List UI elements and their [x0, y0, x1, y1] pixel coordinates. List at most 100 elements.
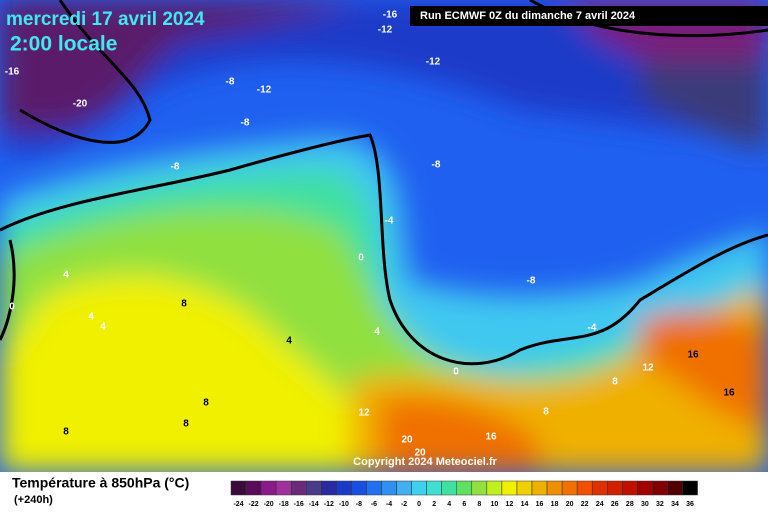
contour-label: -12 [378, 25, 393, 36]
contour-label: -4 [588, 323, 597, 334]
legend-label: -10 [339, 501, 349, 508]
legend-label: -14 [309, 501, 319, 508]
legend-label: -8 [356, 501, 362, 508]
contour-label: -16 [383, 10, 398, 21]
legend-label: 2 [432, 501, 436, 508]
contour-label: -8 [241, 118, 250, 129]
legend-swatch [306, 480, 322, 496]
legend-label: -18 [279, 501, 289, 508]
legend-swatch [336, 480, 352, 496]
legend-swatch [366, 480, 382, 496]
legend-swatch [576, 480, 593, 496]
legend-swatch [230, 480, 247, 496]
contour-label: -12 [257, 85, 272, 96]
legend-swatch [607, 480, 623, 496]
legend-swatch [637, 480, 653, 496]
legend-label: 22 [581, 501, 589, 508]
contour-label: 4 [88, 312, 94, 323]
run-info: Run ECMWF 0Z du dimanche 7 avril 2024 [420, 10, 636, 22]
legend-swatch [591, 480, 608, 496]
map-date: mercredi 17 avril 2024 [6, 9, 205, 30]
legend-label: 0 [417, 501, 421, 508]
contour-label: 16 [485, 432, 497, 443]
contour-label: 20 [414, 448, 426, 459]
legend-label: 6 [462, 501, 466, 508]
legend-label: 28 [626, 501, 634, 508]
legend-swatch [260, 480, 277, 496]
legend-label: 26 [611, 501, 619, 508]
legend-swatch [245, 480, 262, 496]
legend-swatch [471, 480, 488, 496]
legend-swatch [456, 480, 473, 496]
legend-label: 30 [641, 501, 649, 508]
legend-label: 18 [551, 501, 559, 508]
contour-label: 4 [63, 270, 69, 281]
contour-label: 20 [401, 435, 413, 446]
legend-swatch [441, 480, 458, 496]
legend-label: -16 [294, 501, 304, 508]
legend-label: -2 [401, 501, 407, 508]
contour-label: -12 [426, 57, 441, 68]
contour-label: 0 [358, 253, 364, 264]
legend-label: 32 [656, 501, 664, 508]
legend-swatch [396, 480, 412, 496]
contour-label: -16 [5, 67, 20, 78]
legend-swatch [321, 480, 337, 496]
contour-label: 16 [723, 388, 735, 399]
legend-label: 24 [596, 501, 604, 508]
contour-label: -4 [385, 216, 394, 227]
contour-label: 0 [9, 302, 15, 313]
legend-label: -12 [324, 501, 334, 508]
contour-label: 8 [203, 398, 209, 409]
legend-swatch [290, 480, 307, 496]
legend-swatch [561, 480, 578, 496]
contour-label: 4 [374, 327, 380, 338]
legend-label: -6 [371, 501, 377, 508]
copyright: Copyright 2024 Meteociel.fr [353, 456, 497, 468]
legend-swatch [275, 480, 292, 496]
legend-label: 34 [671, 501, 679, 508]
legend-swatch [546, 480, 563, 496]
contour-label: 8 [181, 299, 187, 310]
legend-label: -22 [249, 501, 259, 508]
contour-label: 16 [687, 350, 699, 361]
legend-swatch [411, 480, 427, 496]
contour-label: 8 [543, 407, 549, 418]
legend-label: 12 [506, 501, 514, 508]
contour-label: -8 [432, 160, 441, 171]
legend-title: Température à 850hPa (°C) [12, 475, 189, 491]
contour-label: 8 [63, 427, 69, 438]
legend-label: -4 [386, 501, 392, 508]
legend-label: -24 [233, 501, 243, 508]
contour-label: 4 [100, 322, 106, 333]
contour-label: -8 [527, 276, 536, 287]
legend-label: 4 [447, 501, 451, 508]
legend-swatch [667, 480, 683, 496]
legend-label: -20 [264, 501, 274, 508]
legend-swatch [426, 480, 442, 496]
map-field [0, 0, 768, 472]
contour-label: -8 [171, 162, 180, 173]
contour-label: 12 [642, 363, 654, 374]
contour-label: 8 [183, 419, 189, 430]
contour-label: 4 [286, 336, 292, 347]
legend-swatch [652, 480, 668, 496]
legend-swatch [622, 480, 638, 496]
legend-swatch [351, 480, 367, 496]
legend-label: 10 [490, 501, 498, 508]
legend-swatch [682, 480, 698, 496]
legend-swatch [381, 480, 397, 496]
contour-label: -8 [226, 77, 235, 88]
contour-label: 0 [453, 367, 459, 378]
legend-lead: (+240h) [14, 494, 53, 506]
legend-swatch [531, 480, 548, 496]
legend-swatch [486, 480, 503, 496]
legend-label: 16 [536, 501, 544, 508]
contour-label: 8 [612, 377, 618, 388]
legend-swatch [516, 480, 533, 496]
map-time: 2:00 locale [10, 33, 117, 56]
legend-swatch [501, 480, 518, 496]
contour-label: 12 [358, 408, 370, 419]
